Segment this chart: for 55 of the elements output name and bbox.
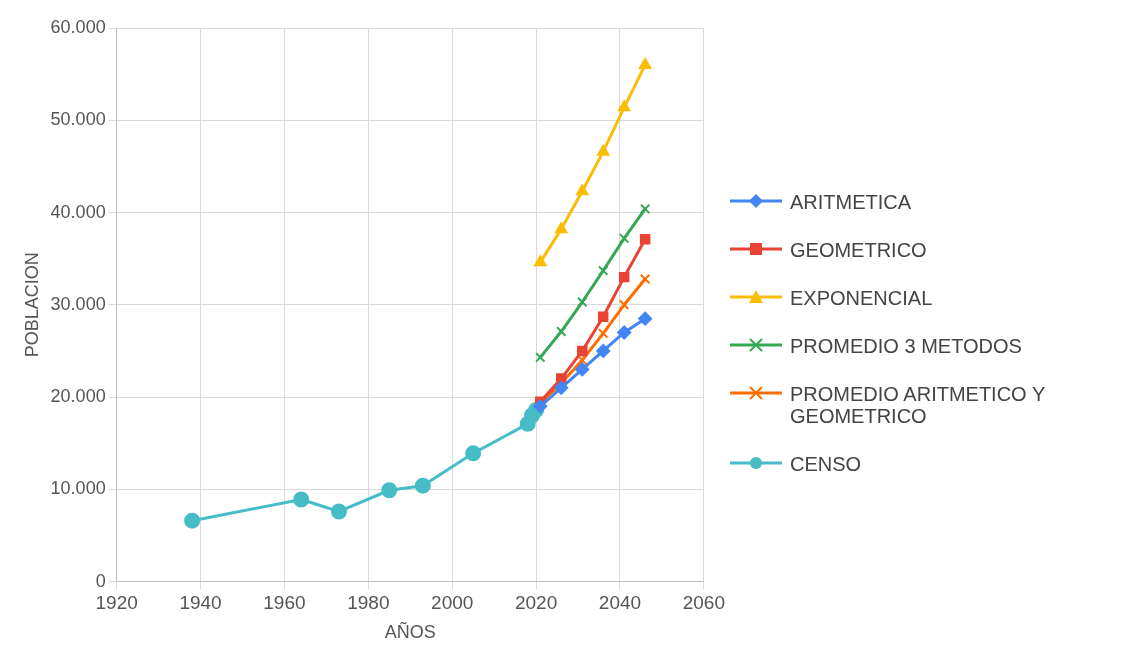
point: [381, 482, 398, 499]
x-tick-label: 2020: [514, 592, 558, 614]
x-tick-label: 2040: [598, 592, 642, 614]
point: [618, 299, 630, 311]
y-tick-label: 20.000: [50, 386, 106, 407]
point: [535, 352, 546, 363]
x-axis-title: AÑOS: [384, 621, 436, 643]
point: [639, 273, 651, 285]
point: [414, 477, 431, 494]
point: [576, 184, 589, 196]
point: [184, 512, 201, 529]
point: [617, 100, 631, 112]
point: [534, 255, 547, 267]
point: [596, 343, 611, 358]
point: [556, 373, 567, 384]
point: [638, 57, 652, 69]
legend-label: PROMEDIO ARITMETICO Y GEOMETRICO: [790, 383, 1046, 427]
x-tick-label: 1940: [179, 592, 222, 614]
legend-label: ARITMETICA: [790, 191, 912, 213]
y-tick-label: 50.000: [50, 109, 106, 130]
point: [618, 233, 630, 244]
point: [330, 503, 347, 520]
point: [465, 445, 482, 462]
x-tick-label: 1920: [95, 592, 138, 614]
point: [556, 326, 567, 337]
point: [555, 222, 568, 234]
point: [618, 271, 630, 283]
point: [617, 325, 632, 340]
point: [576, 345, 588, 357]
point: [575, 362, 590, 377]
point: [638, 311, 653, 326]
x-tick-label: 2000: [431, 592, 474, 614]
point: [293, 491, 310, 508]
point: [597, 144, 610, 156]
legend-label: EXPONENCIAL: [790, 287, 933, 309]
point: [639, 234, 651, 245]
x-tick-label: 1960: [263, 592, 306, 614]
point: [576, 296, 588, 308]
point: [597, 328, 609, 339]
legend-label: CENSO: [790, 453, 862, 475]
y-tick-label: 30.000: [50, 293, 106, 314]
y-axis-title: POBLACION: [21, 252, 42, 358]
y-tick-label: 0: [95, 570, 106, 591]
point: [639, 203, 651, 215]
point: [597, 265, 609, 276]
x-tick-label: 1980: [347, 592, 390, 614]
legend-label: GEOMETRICO: [790, 239, 927, 261]
point: [554, 380, 569, 395]
y-tick-label: 40.000: [50, 201, 106, 222]
legend-label: PROMEDIO 3 METODOS: [790, 335, 1022, 357]
point: [533, 399, 548, 414]
x-tick-label: 2060: [682, 592, 726, 614]
y-tick-label: 60.000: [50, 16, 106, 37]
y-tick-label: 10.000: [50, 478, 106, 499]
point: [597, 311, 609, 323]
